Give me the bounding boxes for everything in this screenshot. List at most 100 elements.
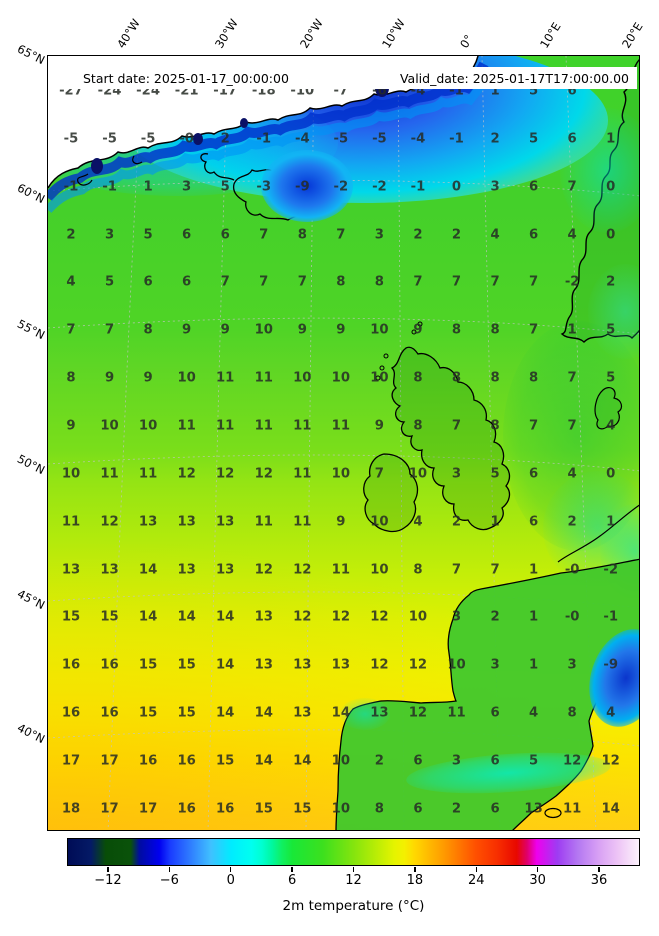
grid-value: 13: [100, 562, 119, 577]
iceland-coast: [200, 153, 345, 221]
grid-value: 8: [490, 370, 500, 386]
colorbar-tick-label: 0: [226, 873, 235, 888]
grid-value: 8: [143, 322, 153, 338]
grid-value: -2: [333, 179, 349, 195]
grid-value: 9: [143, 370, 153, 386]
grid-value: 15: [177, 705, 196, 721]
valid-date-label: Valid_date: 2025-01-17T17:00:00.00: [399, 70, 629, 86]
grid-value: 8: [490, 322, 500, 338]
grid-value: 12: [408, 657, 428, 673]
grid-value: -5: [63, 131, 79, 147]
grid-value: 1: [143, 179, 153, 195]
date-labels-bar: Start date: 2025-01-17_00:00:00 Valid_da…: [63, 67, 637, 89]
grid-value: 7: [529, 322, 539, 338]
grid-value: 13: [370, 705, 389, 721]
grid-value: 7: [567, 370, 577, 386]
grid-value: 11: [254, 418, 273, 434]
grid-value: 17: [100, 753, 119, 769]
grid-value: -5: [140, 131, 156, 147]
grid-value: 6: [529, 514, 539, 530]
grid-value: 11: [254, 514, 273, 530]
grid-value: 1: [529, 562, 539, 577]
grid-value: 2: [413, 227, 423, 243]
grid-value: 7: [451, 418, 462, 434]
grid-value: 10: [331, 370, 351, 386]
grid-value: 8: [336, 274, 346, 290]
start-date-label: Start date: 2025-01-17_00:00:00: [83, 70, 289, 86]
grid-value: 8: [66, 370, 76, 386]
colorbar-tick-label: 6: [287, 873, 297, 888]
grid-value: 12: [331, 609, 351, 625]
grid-value: -5: [333, 131, 349, 147]
grid-value: 12: [216, 466, 235, 482]
norway-cold-patch: [588, 264, 639, 359]
grid-value: 10: [370, 370, 389, 386]
grid-value: -1: [603, 609, 619, 625]
grid-value: 13: [138, 514, 158, 530]
grid-value: 6: [490, 705, 500, 721]
grid-value: 7: [413, 274, 423, 290]
cool-coast-patch: [600, 504, 639, 599]
grid-value: 10: [61, 466, 81, 482]
left-axis-tick-label: 50°N: [14, 451, 48, 478]
grid-value: 13: [216, 562, 235, 577]
grid-value: -9: [294, 179, 310, 195]
grid-value: 4: [567, 466, 577, 482]
grid-value: 8: [297, 227, 307, 243]
grid-value: 1: [606, 514, 616, 530]
grid-value: 10: [408, 466, 428, 482]
grid-value: 5: [606, 370, 616, 386]
top-axis-tick-label: 20°W: [297, 16, 326, 51]
colorbar-tick-label: 24: [468, 873, 485, 888]
norway-cold-patch: [560, 108, 639, 233]
grid-value: 18: [61, 801, 81, 817]
grid-value: 13: [177, 562, 196, 577]
grid-value: 14: [138, 609, 158, 625]
grid-value: 11: [138, 466, 158, 482]
grid-value: 13: [293, 705, 312, 721]
grid-value: 2: [374, 753, 384, 769]
grid-value: 11: [331, 562, 351, 577]
grid-value: 11: [293, 466, 312, 482]
grid-value: 1: [567, 322, 577, 338]
grid-value: 14: [216, 657, 235, 673]
grid-value: -2: [564, 274, 580, 290]
grid-value: 4: [490, 227, 500, 243]
grid-value: 9: [297, 322, 307, 338]
grid-value: 12: [408, 705, 428, 721]
grid-value: -5: [102, 131, 117, 147]
grid-value: 1: [529, 609, 539, 625]
grid-value: 6: [182, 227, 192, 243]
grid-value: 11: [216, 370, 235, 386]
left-axis-tick-label: 55°N: [14, 316, 48, 343]
grid-value: 12: [293, 609, 312, 625]
grid-value: 0: [606, 466, 616, 482]
grid-value: -1: [449, 131, 464, 147]
grid-value: -0: [564, 609, 580, 625]
grid-value: 10: [331, 801, 351, 817]
iceland-cold-spot: [261, 150, 353, 222]
grid-value: 7: [490, 562, 500, 577]
grid-value: 5: [104, 274, 115, 290]
grid-value: 4: [567, 227, 577, 243]
grid-value: -4: [294, 131, 310, 147]
grid-value: 11: [293, 418, 312, 434]
colorbar-tick-mark: [414, 867, 416, 872]
alps-cold-spot: [577, 619, 639, 737]
grid-value: -3: [256, 179, 272, 195]
grid-value: 14: [138, 562, 158, 577]
grid-value: 13: [177, 514, 196, 530]
graticule-lines: [48, 56, 639, 830]
grid-value: 8: [413, 370, 423, 386]
grid-value: 0: [606, 179, 616, 195]
grid-value: 16: [177, 801, 196, 817]
grid-value: 9: [104, 370, 115, 386]
grid-value: -0: [179, 131, 194, 147]
grid-value: 15: [254, 801, 273, 817]
grid-value: 3: [451, 466, 462, 482]
grid-value: -2: [372, 179, 387, 195]
grid-value: 8: [374, 801, 384, 817]
grid-value: 10: [100, 418, 119, 434]
grid-value: 4: [413, 514, 423, 530]
grid-value: 7: [490, 274, 500, 290]
